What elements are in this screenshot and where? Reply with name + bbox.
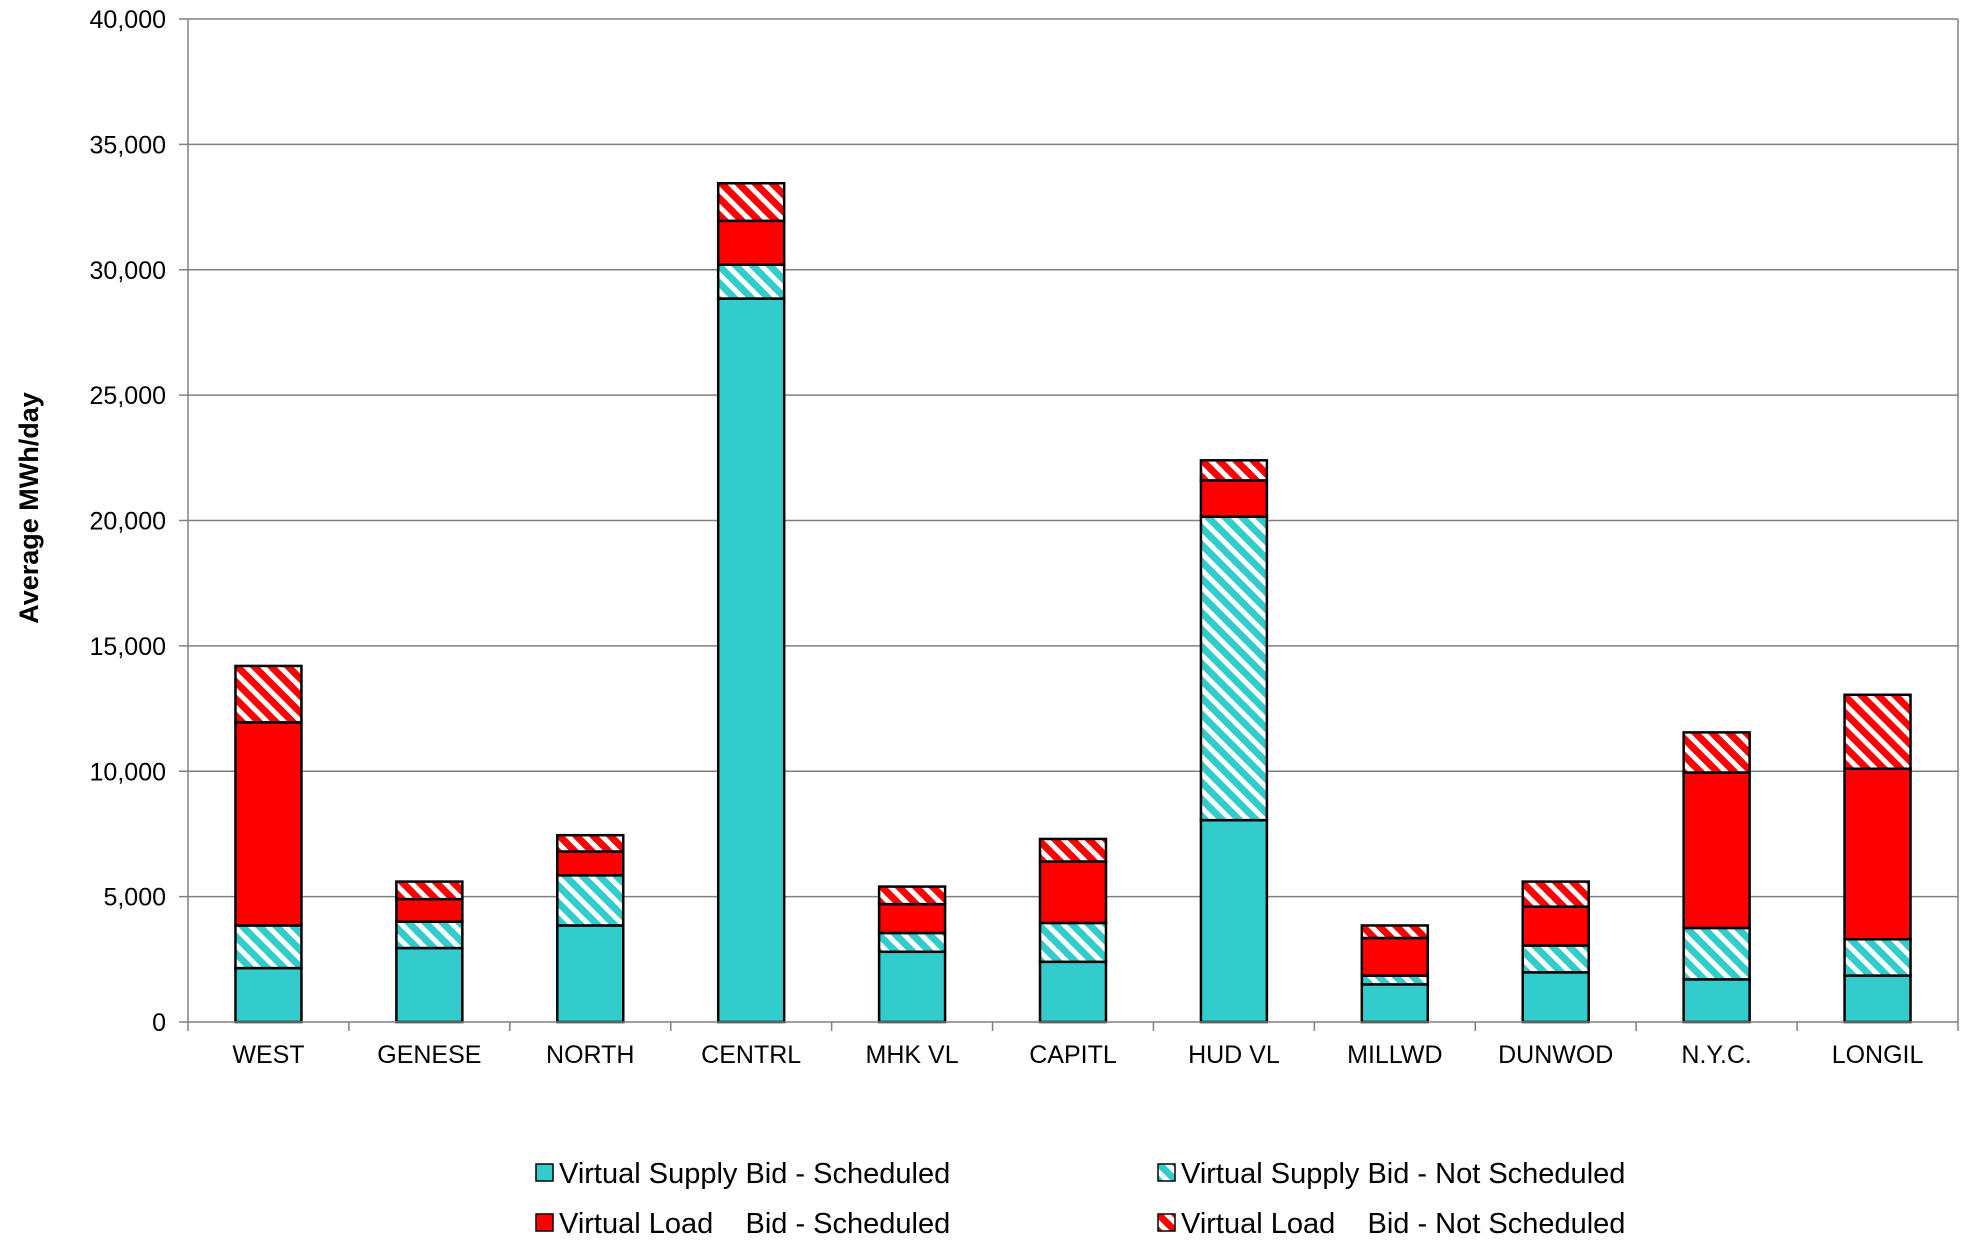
y-tick-label: 15,000 bbox=[90, 633, 166, 661]
bar-segment bbox=[1038, 837, 1108, 863]
bar-segment bbox=[1682, 978, 1751, 1024]
y-tick-label: 0 bbox=[152, 1009, 166, 1037]
bar-segment bbox=[1521, 905, 1590, 947]
y-tick-label: 25,000 bbox=[90, 382, 166, 410]
bar-segment bbox=[1521, 971, 1590, 1024]
bar-segment bbox=[234, 664, 303, 724]
bar-segment bbox=[1843, 938, 1912, 977]
bar-segment bbox=[234, 966, 303, 1024]
bar-segment bbox=[1360, 974, 1430, 986]
bar-segment bbox=[234, 924, 303, 970]
y-tick-label: 10,000 bbox=[90, 758, 166, 786]
bar-segment bbox=[556, 874, 625, 927]
bar-segment bbox=[1199, 515, 1269, 822]
bar-segment bbox=[395, 920, 464, 950]
y-tick-label: 40,000 bbox=[90, 6, 166, 34]
legend-swatch bbox=[535, 1163, 554, 1182]
x-tick-label: DUNWOD bbox=[1498, 1041, 1613, 1069]
x-tick-label: HUD VL bbox=[1188, 1041, 1280, 1069]
x-tick-label: MHK VL bbox=[866, 1041, 959, 1069]
bar-segment bbox=[1038, 921, 1108, 964]
legend-label: Virtual Supply Bid - Not Scheduled bbox=[1181, 1158, 1625, 1190]
bar-segment bbox=[1360, 924, 1430, 940]
x-tick-label: CAPITL bbox=[1029, 1041, 1117, 1069]
bar-segment bbox=[234, 721, 303, 927]
bar-segment bbox=[1843, 767, 1912, 941]
x-tick-label: MILLWD bbox=[1347, 1041, 1442, 1069]
x-tick-label: N.Y.C. bbox=[1681, 1041, 1751, 1069]
bar-segment bbox=[395, 880, 464, 901]
bar-segment bbox=[556, 850, 625, 877]
bar-segment bbox=[716, 181, 786, 223]
legend-label: Virtual Load Bid - Not Scheduled bbox=[1181, 1208, 1625, 1240]
bar-segment bbox=[1038, 860, 1108, 925]
y-axis-label: Average MWh/day bbox=[14, 392, 44, 624]
x-axis: WEST GENESE NORTH CENTRL MHK VL CAPITL HUD VL M… bbox=[187, 1021, 1959, 1069]
bar-segment bbox=[1360, 936, 1430, 977]
bar-segment bbox=[716, 263, 786, 300]
gridlines bbox=[188, 18, 1958, 898]
bar-segment bbox=[1360, 983, 1430, 1024]
bar-segment bbox=[716, 219, 786, 266]
legend-swatch bbox=[1157, 1163, 1176, 1182]
x-tick-label: WEST bbox=[232, 1041, 304, 1069]
bar-segment bbox=[877, 885, 947, 906]
bar-segment bbox=[556, 833, 625, 853]
bar-segment bbox=[1843, 974, 1912, 1024]
legend-label: Virtual Supply Bid - Scheduled bbox=[559, 1158, 950, 1190]
bar-segment bbox=[1521, 880, 1590, 908]
bar-segment bbox=[877, 931, 947, 954]
x-tick-label: GENESE bbox=[377, 1041, 481, 1069]
legend-label: Virtual Load Bid - Scheduled bbox=[559, 1208, 950, 1240]
bar-segment bbox=[1682, 771, 1751, 930]
y-tick-label: 30,000 bbox=[90, 257, 166, 285]
y-tick-label: 5,000 bbox=[103, 884, 166, 912]
bar-segment bbox=[1521, 944, 1590, 974]
bar-segment bbox=[395, 897, 464, 923]
x-tick-label: NORTH bbox=[546, 1041, 634, 1069]
bar-segment bbox=[877, 902, 947, 935]
y-tick-label: 35,000 bbox=[90, 131, 166, 159]
legend-swatch bbox=[1157, 1213, 1176, 1232]
bar-segment bbox=[877, 950, 947, 1024]
bar-segment bbox=[1843, 693, 1912, 770]
bar-segment bbox=[1682, 926, 1751, 981]
x-tick-label: CENTRL bbox=[701, 1041, 801, 1069]
bar-segment bbox=[556, 924, 625, 1024]
legend: Virtual Supply Bid - Scheduled Virtual Su… bbox=[535, 1158, 1625, 1240]
bar-segment bbox=[1038, 960, 1108, 1024]
y-axis: 0 5,000 10,000 15,000 20,000 25,000 30,000 35,0… bbox=[90, 6, 1959, 1037]
bar-segment bbox=[1199, 818, 1269, 1024]
bar-segment bbox=[1199, 459, 1269, 482]
bar-segment bbox=[716, 297, 786, 1024]
legend-swatch bbox=[535, 1213, 554, 1232]
x-tick-label: LONGIL bbox=[1832, 1041, 1924, 1069]
y-tick-label: 20,000 bbox=[90, 508, 166, 536]
bar-segment bbox=[1199, 479, 1269, 518]
bars bbox=[234, 181, 1912, 1024]
bar-segment bbox=[1682, 731, 1751, 774]
bar-segment bbox=[395, 946, 464, 1024]
